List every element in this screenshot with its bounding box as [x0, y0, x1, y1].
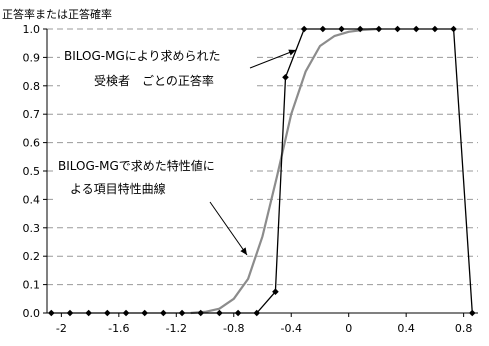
observed-annotation-line: BILOG-MGにより求められた	[64, 49, 221, 63]
y-tick-label: 0.5	[23, 165, 41, 178]
observed-point	[253, 309, 261, 317]
observed-point	[122, 309, 130, 317]
observed-point	[356, 25, 364, 33]
y-tick-label: 0.2	[23, 250, 41, 263]
fitted-annotation-line: BILOG-MGで求めた特性値に	[58, 158, 215, 173]
x-tick-label: 0	[345, 322, 352, 335]
x-tick-label: -1.2	[166, 322, 187, 335]
observed-point	[319, 25, 327, 33]
observed-point	[216, 309, 223, 317]
observed-point	[338, 25, 345, 33]
y-tick-label: 1.0	[23, 23, 41, 36]
y-tick-label: 0.8	[23, 80, 41, 93]
x-tick-label: 0.4	[397, 322, 415, 335]
y-tick-label: 0.9	[23, 51, 41, 64]
observed-point	[66, 309, 74, 317]
y-tick-label: 0.3	[23, 222, 41, 235]
observed-annotation-line: 受検者 ごとの正答率	[94, 73, 214, 88]
observed-point	[300, 25, 308, 33]
observed-annotation-arrow	[249, 49, 297, 69]
observed-point	[160, 309, 167, 317]
y-tick-label: 0.0	[23, 307, 41, 320]
observed-annotation-arrow-head	[288, 49, 296, 56]
x-tick-label: -0.8	[223, 322, 244, 335]
observed-point	[450, 25, 457, 33]
observed-point	[468, 309, 476, 317]
observed-point	[104, 309, 111, 317]
observed-annotation-box	[60, 40, 256, 92]
series	[48, 25, 476, 317]
observed-point	[85, 309, 92, 317]
observed-point	[178, 309, 186, 317]
tick-labels: 0.0 0.1 0.2 0.3 0.4 0.5 0.6 0.7 0.8 0.9 1.0 -2 -1.6 -…	[23, 23, 473, 335]
observed-point	[234, 309, 242, 317]
x-tick-label: 0.8	[455, 322, 473, 335]
y-tick-label: 0.4	[23, 193, 41, 206]
x-tick-label: -1.6	[108, 322, 129, 335]
observed-point	[412, 25, 420, 33]
observed-point	[272, 288, 279, 295]
x-tick-label: -0.4	[280, 322, 301, 335]
y-tick-label: 0.7	[23, 108, 41, 121]
y-axis-title: 正答率または正答確率	[2, 7, 112, 21]
observed-point	[141, 309, 148, 317]
observed-point	[431, 25, 439, 33]
fitted-annotation-arrow	[209, 201, 248, 256]
observed-point	[375, 25, 383, 33]
observed-point	[282, 73, 289, 81]
observed-point	[394, 25, 401, 33]
x-tick-label: -2	[56, 322, 67, 335]
observed-point	[197, 309, 205, 317]
observed-point	[48, 309, 55, 317]
y-tick-label: 0.1	[23, 279, 41, 292]
fitted-annotation-line: よる項目特性曲線	[70, 181, 166, 196]
fitted-annotation-box	[56, 150, 250, 200]
fitted-annotation-arrow-head	[240, 247, 247, 255]
y-tick-label: 0.6	[23, 137, 41, 150]
fitted-curve-line	[190, 27, 378, 315]
